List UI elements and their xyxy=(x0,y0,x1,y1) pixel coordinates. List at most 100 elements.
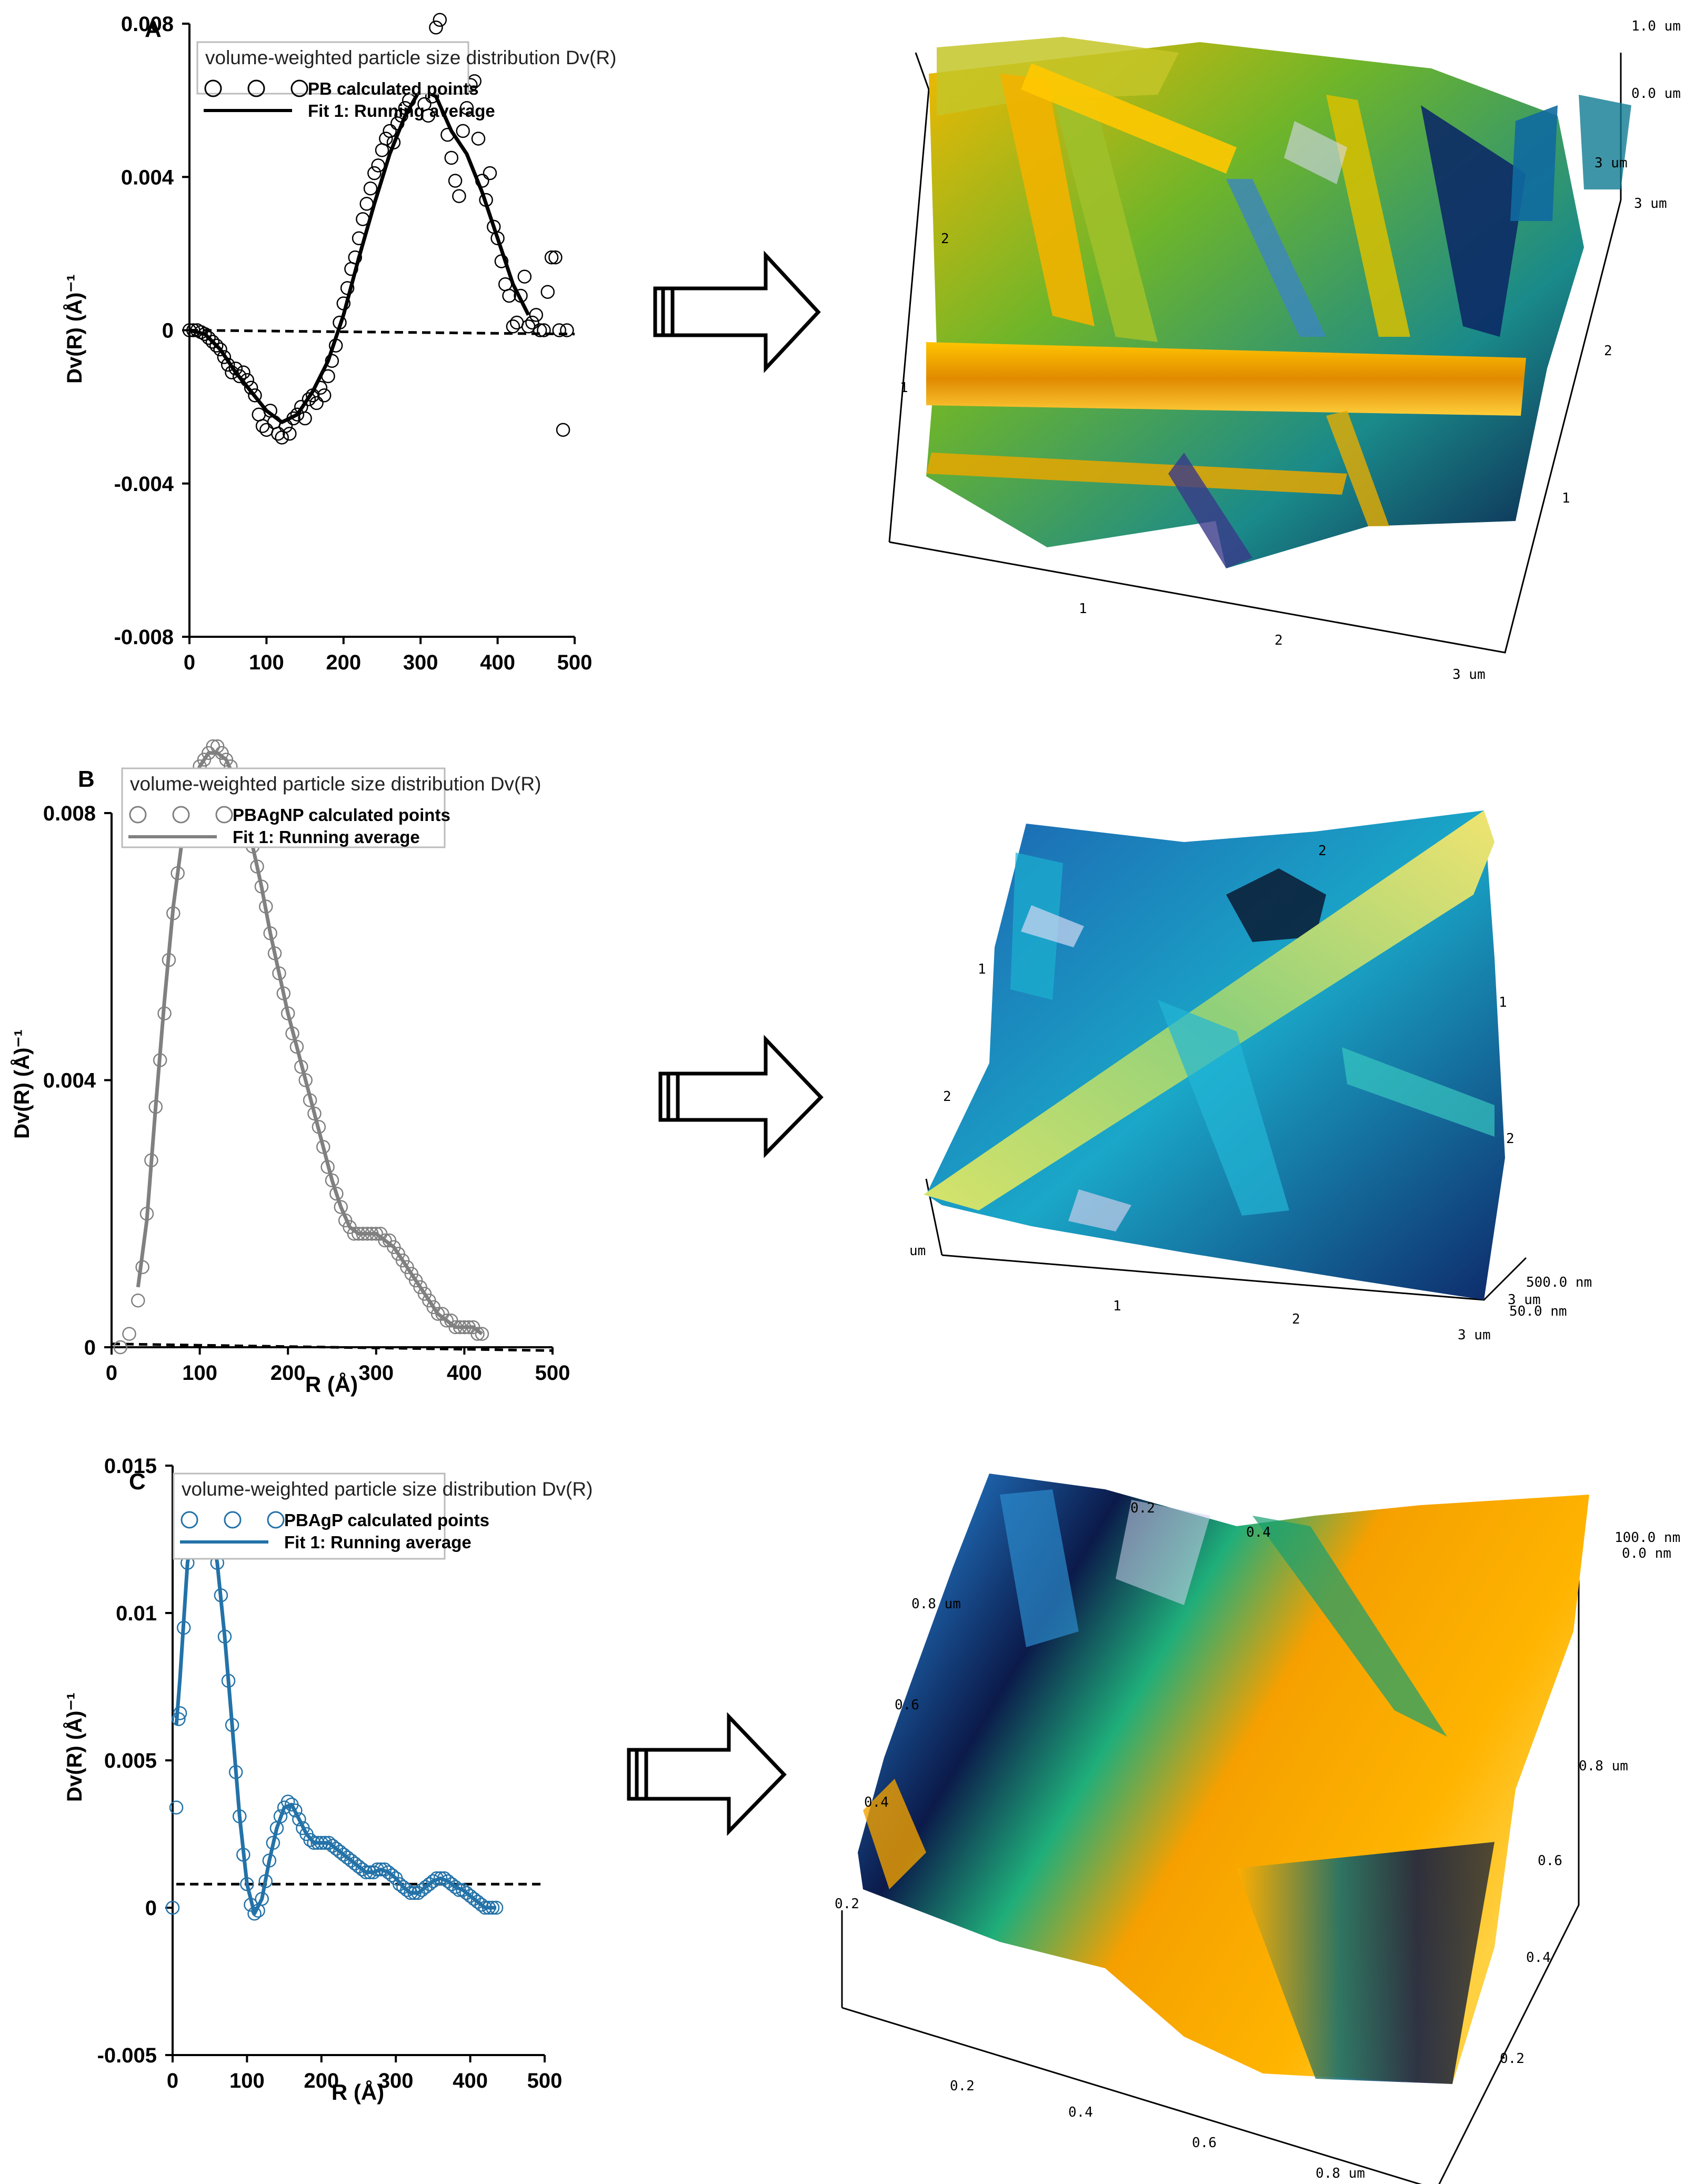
afm-c-label-13: 0.4 xyxy=(1068,2105,1093,2120)
data-point xyxy=(292,1812,306,1827)
y-tick-label: 0.005 xyxy=(104,1749,157,1772)
data-point xyxy=(529,308,544,322)
data-point xyxy=(540,285,555,299)
x-tick-label: 300 xyxy=(378,2069,414,2092)
data-point xyxy=(429,21,443,35)
data-point xyxy=(502,288,516,303)
data-point xyxy=(433,1871,448,1886)
data-point xyxy=(439,1314,454,1328)
data-point xyxy=(359,196,374,211)
x-axis-label: R (Å) xyxy=(305,1372,358,1397)
y-axis-label: Dv(R) (Å)⁻¹ xyxy=(63,1692,86,1802)
afm-a-label-0: 1.0 um xyxy=(1631,18,1681,34)
y-tick-label: 0.01 xyxy=(116,1602,157,1625)
chart-b: B 0 100 200 300 400 500 0 0.004 0.008 Dv(R) (Å)⁻¹ R… xyxy=(10,739,570,1397)
legend-title: volume-weighted particle size distributi… xyxy=(205,47,616,68)
data-point xyxy=(329,1186,344,1201)
data-point xyxy=(552,323,566,337)
legend-line-label: Fit 1: Running average xyxy=(284,1532,472,1552)
x-tick-label: 100 xyxy=(182,1361,217,1385)
x-tick-label: 500 xyxy=(535,1361,570,1385)
afm-image-c xyxy=(841,1474,1589,2184)
x-tick-label: 100 xyxy=(249,651,284,674)
afm-c-label-11: 0.2 xyxy=(1500,2051,1525,2067)
data-point xyxy=(248,388,262,403)
panel-letter: A xyxy=(145,16,162,42)
legend-line-label: Fit 1: Running average xyxy=(233,827,420,847)
data-point xyxy=(205,335,220,349)
data-point xyxy=(290,407,305,422)
x-tick-label: 0 xyxy=(106,1361,117,1385)
afm-a-label-6: 2 xyxy=(941,231,949,247)
afm-b-label-5: um xyxy=(909,1243,926,1259)
afm-c-label-14: 0.6 xyxy=(1192,2135,1217,2151)
data-point xyxy=(521,319,536,334)
afm-a-label-4: 2 xyxy=(1604,343,1612,359)
afm-a-label-8: 1 xyxy=(1079,601,1087,617)
data-point xyxy=(275,430,289,445)
y-tick-label: 0.008 xyxy=(121,13,174,36)
data-point xyxy=(165,1900,180,1915)
data-point xyxy=(122,1327,136,1341)
data-point xyxy=(560,323,574,337)
y-axis-label: Dv(R) (Å)⁻¹ xyxy=(63,274,86,384)
y-tick-label: -0.004 xyxy=(114,473,174,496)
data-point xyxy=(288,1803,303,1818)
data-point xyxy=(298,411,312,426)
afm-c-label-8: 0.8 um xyxy=(1579,1758,1628,1774)
x-tick-label: 0 xyxy=(184,651,195,674)
x-tick-label: 400 xyxy=(447,1361,482,1385)
afm-b-label-9: 3 um xyxy=(1508,1292,1541,1308)
data-point xyxy=(252,407,266,422)
data-point xyxy=(470,1327,485,1341)
data-point xyxy=(448,174,463,188)
afm-c-label-9: 0.6 xyxy=(1538,1853,1562,1869)
data-point xyxy=(433,13,447,27)
legend-box xyxy=(196,41,469,95)
afm-b-label-7: 2 xyxy=(1292,1311,1300,1327)
afm-c-label-15: 0.8 um xyxy=(1316,2166,1365,2181)
data-point xyxy=(383,124,397,138)
data-point xyxy=(371,158,385,173)
y-tick-label: 0.008 xyxy=(43,802,96,825)
legend-point-marker xyxy=(204,79,222,97)
legend-points-label: PB calculated points xyxy=(308,79,479,98)
data-point xyxy=(209,338,224,353)
data-point xyxy=(444,151,459,165)
y-tick-label: 0 xyxy=(84,1336,96,1359)
data-point xyxy=(283,426,297,441)
afm-c-label-2: 0.2 xyxy=(1130,1500,1155,1516)
x-axis-label: R (Å) xyxy=(332,2080,384,2105)
x-tick-label: 200 xyxy=(270,1361,306,1385)
data-point xyxy=(271,426,285,441)
afm-a-label-1: 0.0 um xyxy=(1631,86,1681,102)
afm-c-label-3: 0.4 xyxy=(1246,1525,1271,1540)
afm-c-label-1: 0.0 nm xyxy=(1622,1546,1671,1561)
chart-c: C 0 100 200 300 400 500 -0.005 0 0.005 0.01 0.015 Dv… xyxy=(63,1455,593,2105)
afm-a-label-10: 3 um xyxy=(1452,667,1486,683)
data-point xyxy=(548,250,563,265)
data-point xyxy=(448,1880,463,1895)
y-tick-label: -0.005 xyxy=(97,2044,157,2067)
data-point xyxy=(131,1293,145,1308)
x-tick-label: 500 xyxy=(527,2069,563,2092)
data-point xyxy=(544,250,559,265)
data-point xyxy=(379,132,393,146)
legend-title: volume-weighted particle size distributi… xyxy=(130,773,541,795)
y-tick-label: 0 xyxy=(145,1897,157,1920)
y-tick-label: -0.008 xyxy=(114,626,174,649)
legend-points-label: PBAgNP calculated points xyxy=(233,805,450,825)
afm-b-label-1: 1 xyxy=(978,961,986,977)
afm-b-label-0: 2 xyxy=(1318,843,1327,859)
legend-point-marker xyxy=(129,806,147,824)
legend-points-label: PBAgP calculated points xyxy=(284,1510,489,1530)
y-tick-label: 0.004 xyxy=(43,1069,96,1093)
data-point xyxy=(385,1868,399,1882)
data-point xyxy=(490,231,505,245)
y-tick-label: 0.004 xyxy=(121,166,174,189)
legend-point-marker xyxy=(180,1511,198,1529)
data-point xyxy=(509,315,524,330)
data-point xyxy=(173,1706,187,1720)
x-tick-label: 400 xyxy=(480,651,515,674)
afm-c-label-10: 0.4 xyxy=(1526,1950,1551,1966)
